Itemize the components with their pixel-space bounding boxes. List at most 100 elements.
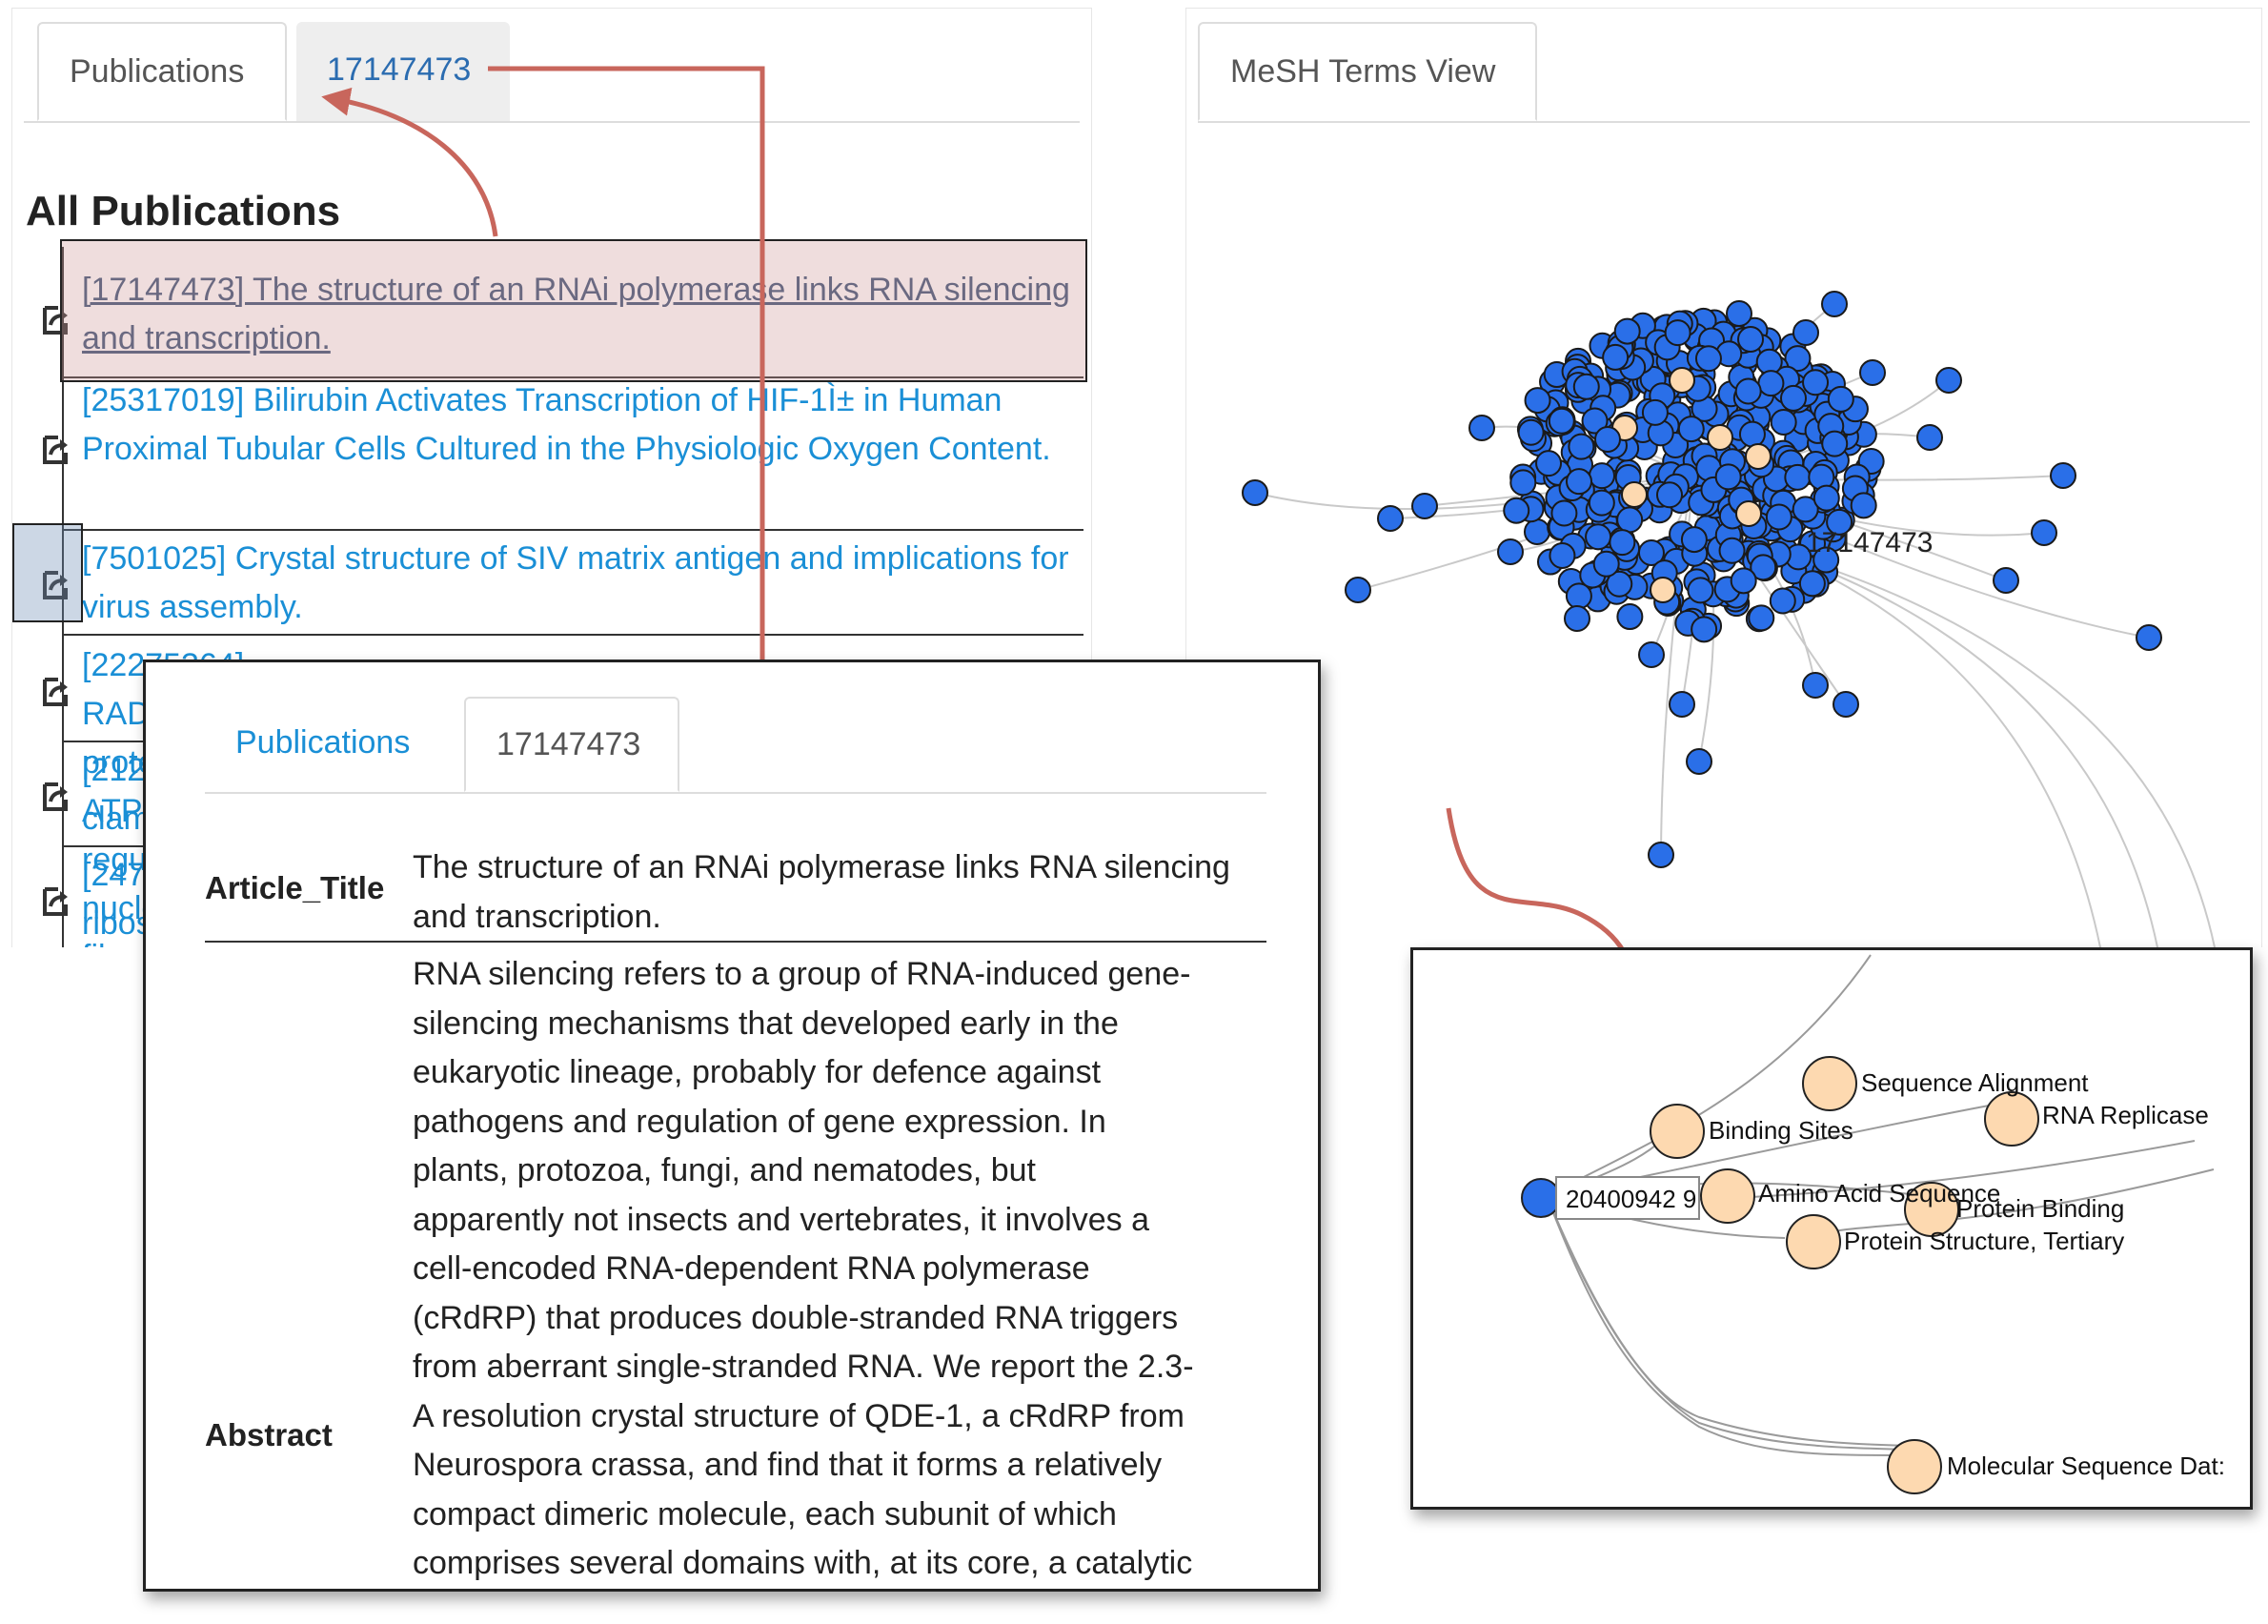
mesh-node[interactable] [1786, 1214, 1841, 1269]
publication-node[interactable] [1242, 479, 1268, 506]
external-link-icon[interactable] [39, 304, 71, 336]
publication-node[interactable] [1588, 489, 1615, 517]
publication-node[interactable] [1993, 567, 2019, 594]
publication-node[interactable] [1572, 373, 1600, 400]
publication-node[interactable] [1497, 538, 1524, 565]
publication-node[interactable] [1602, 343, 1630, 371]
publication-node[interactable] [1687, 577, 1714, 604]
publication-node[interactable] [1694, 345, 1722, 373]
publication-node[interactable] [1548, 407, 1575, 435]
mesh-node[interactable] [1669, 367, 1695, 394]
mesh-node[interactable] [1735, 500, 1762, 527]
publication-node[interactable] [1503, 497, 1530, 524]
mesh-node[interactable] [1707, 424, 1733, 451]
publication-node[interactable] [1664, 319, 1691, 347]
publication-node[interactable] [1827, 385, 1854, 413]
publication-node[interactable] [1748, 604, 1775, 632]
publication-node[interactable] [1686, 748, 1712, 775]
publication-node[interactable] [1524, 387, 1551, 415]
publication-node[interactable] [1691, 616, 1718, 643]
mesh-network-graph[interactable]: 17147473 [1186, 152, 2261, 947]
external-link-icon[interactable] [39, 676, 71, 708]
external-link-icon[interactable] [39, 434, 71, 466]
publication-node[interactable] [1549, 542, 1576, 570]
external-link-icon[interactable] [39, 781, 71, 813]
publication-node[interactable] [1935, 367, 1962, 394]
publication-node[interactable] [1737, 326, 1765, 354]
publication-node[interactable] [1641, 398, 1669, 426]
publication-node[interactable] [1616, 603, 1644, 631]
publication-node[interactable] [1680, 526, 1708, 554]
publication-link-7501025[interactable]: [7501025] Crystal structure of SIV matri… [82, 540, 1069, 625]
publication-node[interactable] [1850, 492, 1877, 519]
publication-node[interactable] [1718, 537, 1746, 564]
publication-node[interactable] [1377, 505, 1404, 532]
publication-node[interactable] [1779, 384, 1807, 412]
publication-node[interactable] [1521, 1178, 1561, 1218]
external-link-icon[interactable] [39, 885, 71, 918]
publication-node[interactable] [1798, 570, 1826, 598]
publication-node[interactable] [1648, 842, 1674, 868]
publication-node[interactable] [1468, 415, 1495, 441]
publication-node[interactable] [1606, 570, 1633, 598]
publication-node[interactable] [1565, 468, 1592, 496]
publication-node[interactable] [2031, 519, 2057, 546]
publication-node[interactable] [1770, 408, 1797, 436]
publication-node[interactable] [1792, 319, 1819, 346]
publication-node[interactable] [1802, 672, 1829, 699]
mesh-node[interactable] [1802, 1056, 1857, 1111]
publication-node[interactable] [1833, 691, 1859, 718]
publication-node[interactable] [1784, 345, 1812, 373]
mesh-node[interactable] [1745, 443, 1772, 470]
publication-node[interactable] [1564, 605, 1590, 632]
detail-tab-publications[interactable]: Publications [235, 724, 411, 761]
publication-link-247-cont[interactable]: ribos [82, 905, 152, 942]
publication-node[interactable] [1669, 691, 1695, 718]
mesh-node[interactable] [1621, 481, 1648, 508]
publication-node[interactable] [1792, 496, 1819, 523]
publication-node[interactable] [1535, 450, 1563, 477]
publication-node[interactable] [1411, 493, 1438, 519]
publication-node[interactable] [1509, 469, 1537, 497]
publication-link-212[interactable]: [212 [82, 752, 146, 788]
publication-node[interactable] [1592, 550, 1620, 578]
tab-mesh-terms-view[interactable]: MeSH Terms View [1198, 22, 1537, 121]
publication-node[interactable] [1769, 587, 1796, 615]
publication-node[interactable] [2136, 624, 2162, 651]
publication-link-25317019[interactable]: [25317019] Bilirubin Activates Transcrip… [82, 382, 1051, 467]
publication-link-212-cont[interactable]: clam [82, 801, 151, 837]
mesh-node[interactable] [1904, 1182, 1959, 1237]
publication-node[interactable] [1655, 481, 1683, 509]
mesh-node[interactable] [1700, 1168, 1755, 1224]
tab-publications[interactable]: Publications [37, 22, 287, 121]
publication-node[interactable] [1638, 641, 1665, 668]
publication-node[interactable] [1730, 567, 1757, 595]
publication-node[interactable] [1613, 317, 1641, 345]
mesh-node[interactable] [1887, 1439, 1942, 1494]
mesh-node[interactable] [1650, 577, 1676, 603]
publication-node[interactable] [1568, 433, 1595, 460]
mesh-node[interactable] [1984, 1091, 2039, 1147]
publication-node[interactable] [1609, 529, 1636, 557]
publication-node[interactable] [1550, 499, 1578, 527]
publication-node[interactable] [1726, 300, 1752, 327]
publication-node[interactable] [1581, 407, 1609, 435]
publication-node[interactable] [1677, 416, 1705, 443]
publication-node[interactable] [1812, 546, 1840, 574]
publication-node[interactable] [1517, 418, 1545, 446]
publication-node[interactable] [1916, 424, 1943, 451]
external-link-icon[interactable] [39, 569, 71, 601]
publication-node[interactable] [1734, 377, 1762, 405]
publication-node[interactable] [1750, 554, 1777, 581]
publication-node[interactable] [2050, 462, 2076, 489]
detail-tab-17147473[interactable]: 17147473 [464, 697, 679, 792]
publication-node[interactable] [1821, 430, 1849, 457]
publication-node[interactable] [1637, 539, 1665, 567]
publication-node[interactable] [1826, 508, 1853, 536]
publication-node[interactable] [1812, 484, 1840, 512]
publication-link-247[interactable]: [247 [82, 857, 146, 893]
zoomed-graph[interactable] [1413, 950, 2250, 1507]
publication-node[interactable] [1765, 503, 1792, 531]
publication-node[interactable] [1345, 577, 1371, 603]
publication-node[interactable] [1802, 369, 1830, 396]
